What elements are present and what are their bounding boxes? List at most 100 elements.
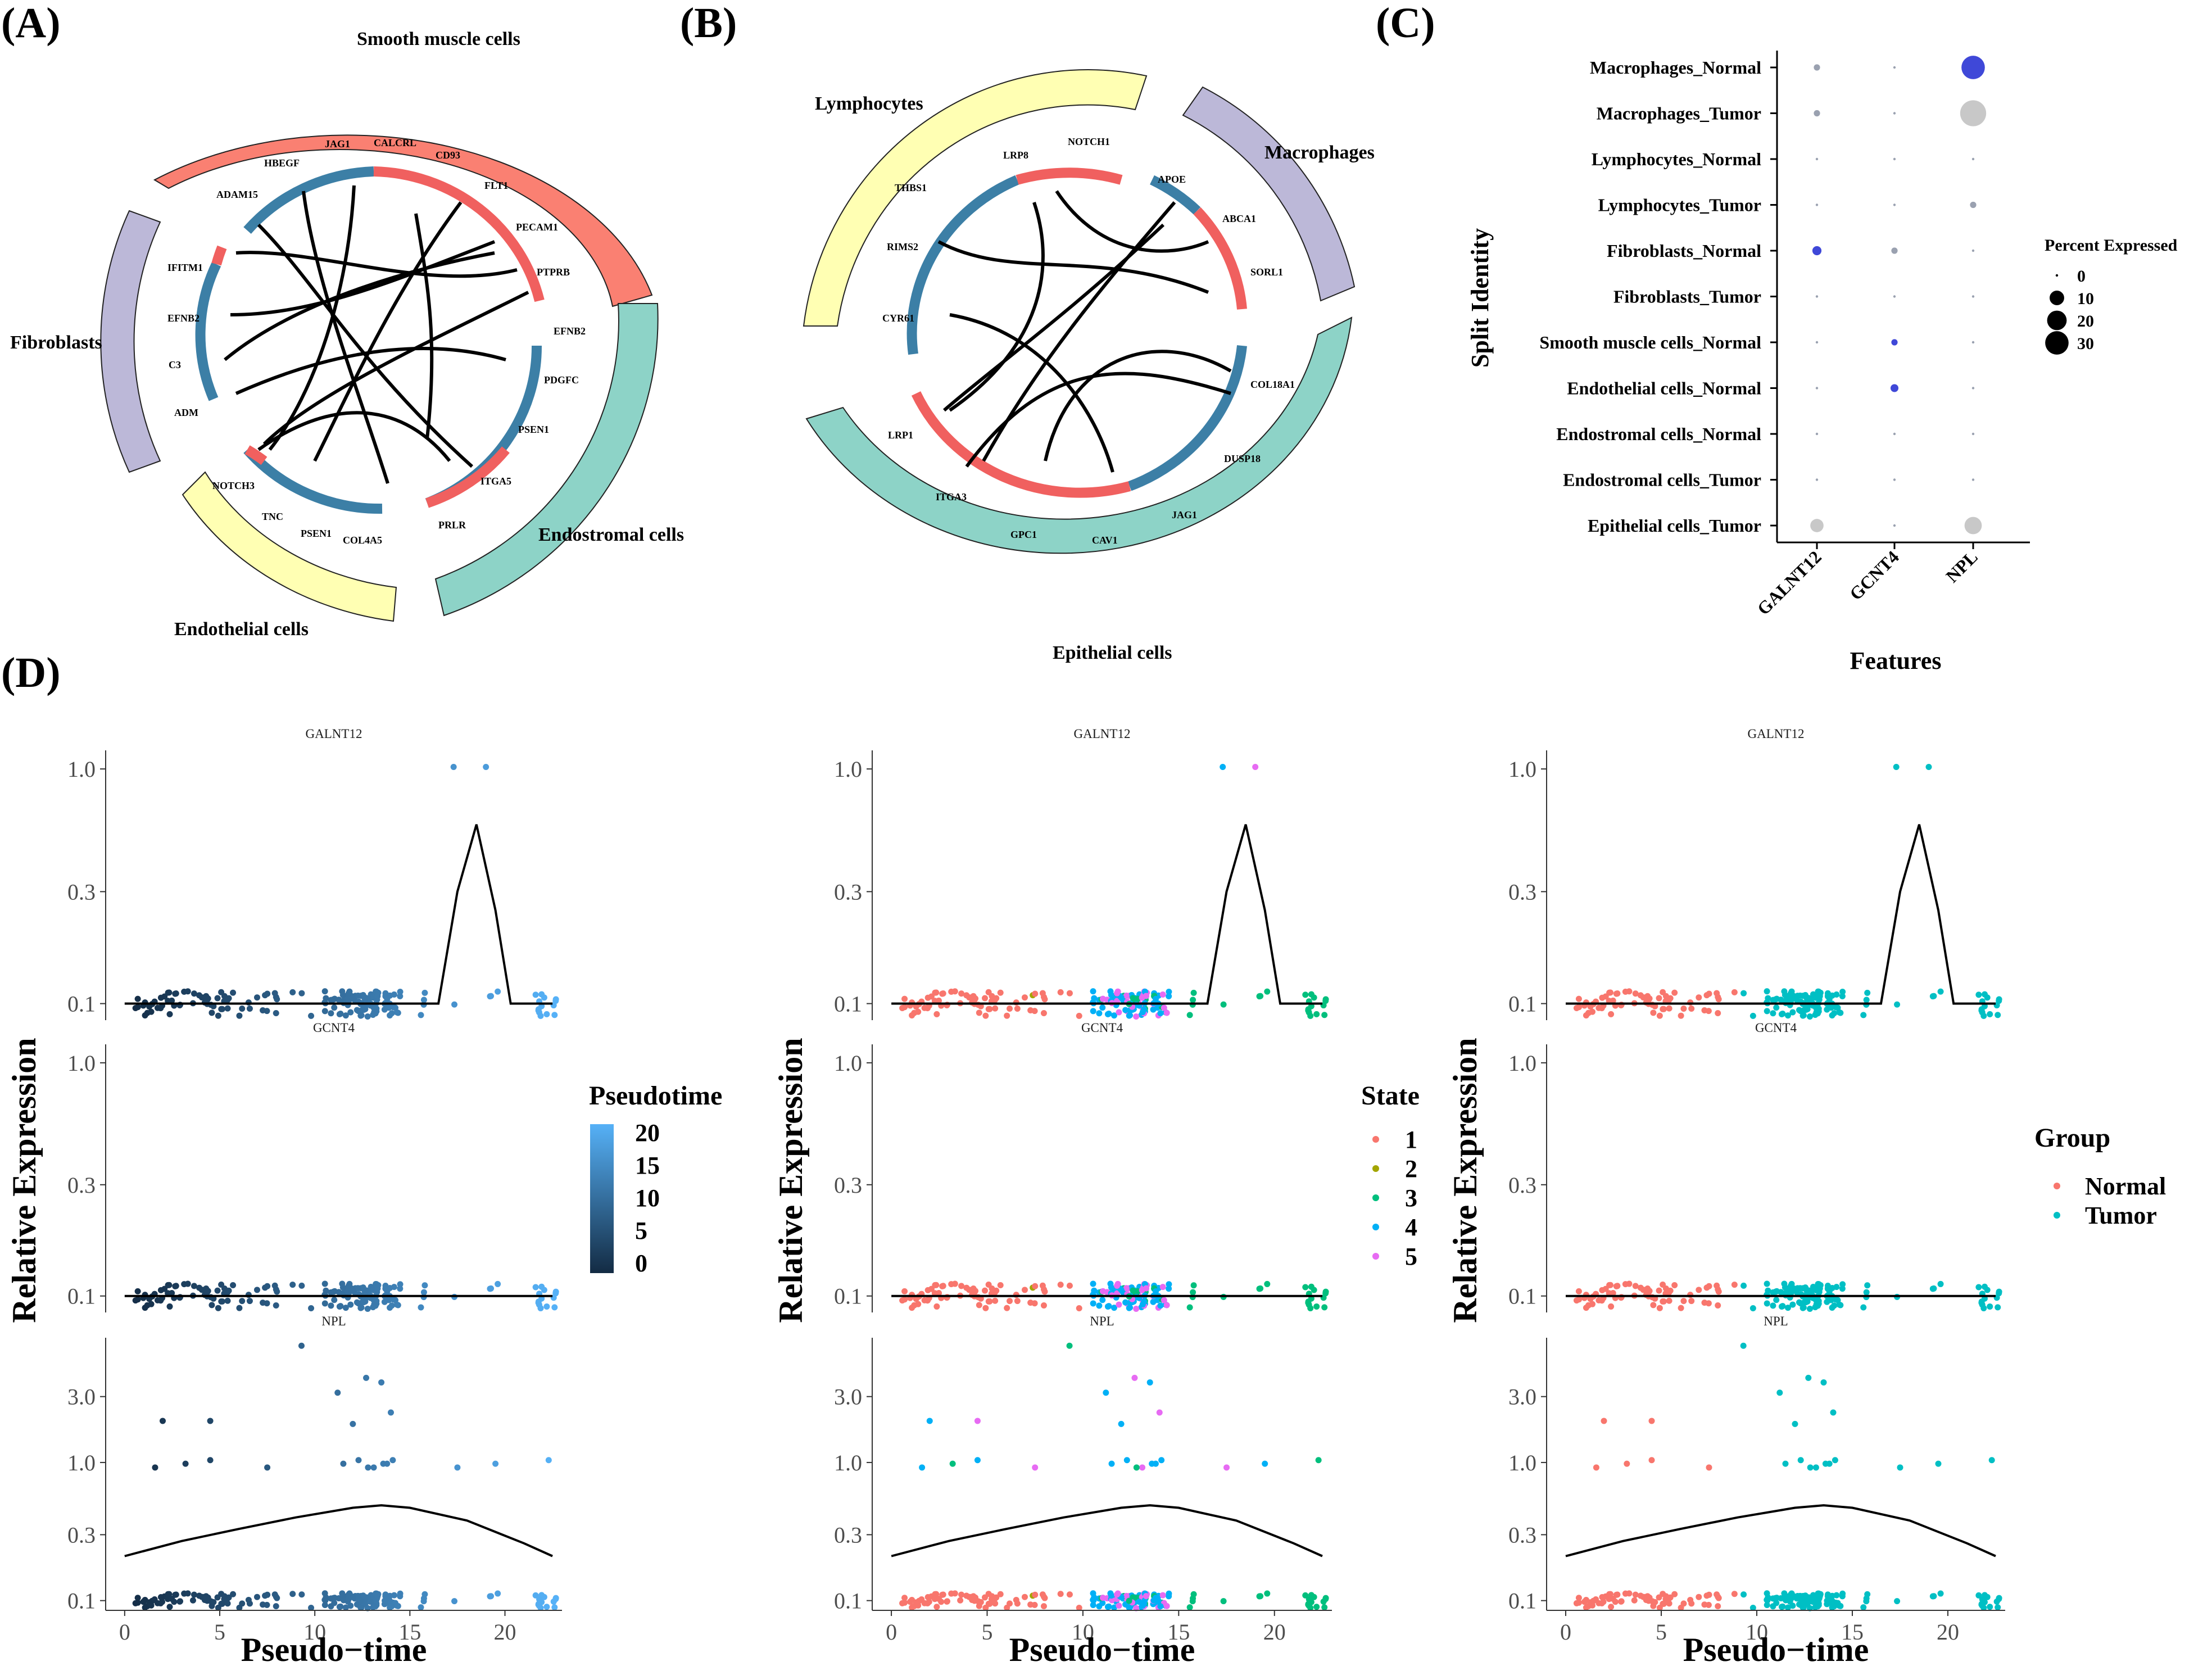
data-point	[1982, 991, 1988, 998]
x-axis-title: Features	[1850, 647, 1942, 674]
fit-line	[1565, 1504, 1996, 1558]
data-point	[264, 1591, 271, 1598]
data-point	[345, 1591, 352, 1598]
data-point	[1264, 1280, 1271, 1287]
data-point	[298, 1591, 305, 1598]
data-point	[395, 1602, 401, 1609]
data-point	[936, 1596, 942, 1602]
y-tick-label: 1.0	[67, 1450, 96, 1475]
data-point	[1166, 1590, 1172, 1597]
data-point	[1157, 1302, 1164, 1309]
data-point	[1133, 1605, 1140, 1611]
data-point	[1660, 1600, 1666, 1607]
data-point	[1797, 1457, 1804, 1464]
data-point	[1740, 990, 1747, 997]
data-point	[382, 1597, 388, 1604]
data-point	[148, 1301, 155, 1307]
data-point	[1149, 1460, 1155, 1467]
data-point	[214, 995, 221, 1002]
data-point	[221, 993, 228, 999]
data-point	[230, 1282, 237, 1288]
identity-tick-label: Endostromal cells_Tumor	[1563, 470, 1761, 490]
data-point	[1090, 1280, 1096, 1287]
gene-label: RIMS2	[887, 241, 918, 252]
data-point	[1308, 991, 1314, 998]
data-point	[924, 1593, 931, 1600]
data-point	[1099, 1297, 1106, 1303]
data-point	[274, 1288, 280, 1295]
dot-npl	[1960, 100, 1987, 126]
data-point	[1262, 1460, 1268, 1467]
data-point	[207, 1418, 214, 1424]
data-point	[492, 1460, 499, 1467]
data-point	[1575, 995, 1582, 1002]
data-point	[1782, 992, 1788, 998]
pseudotime-colorbar	[590, 1124, 614, 1273]
data-point	[1220, 1598, 1227, 1605]
data-point	[1599, 1287, 1606, 1293]
data-point	[391, 991, 397, 998]
data-point	[1614, 990, 1621, 997]
facet-title: NPL	[1090, 1314, 1114, 1328]
data-point	[1784, 1305, 1791, 1311]
data-point	[538, 991, 545, 998]
dot-npl	[1961, 56, 1985, 79]
data-point	[901, 1595, 908, 1601]
data-point	[971, 1289, 978, 1296]
data-point	[1864, 989, 1871, 996]
data-point	[1322, 998, 1329, 1004]
data-point	[363, 1374, 370, 1381]
data-point	[236, 1604, 243, 1611]
y-tick-label: 1.0	[67, 757, 96, 782]
facet-title: GCNT4	[1081, 1021, 1123, 1035]
data-point	[1680, 1298, 1687, 1305]
data-point	[1126, 1012, 1132, 1019]
data-point	[1656, 1305, 1663, 1311]
data-point	[1820, 1379, 1827, 1386]
data-point	[357, 1604, 364, 1611]
legend-group-key	[2054, 1183, 2060, 1189]
gene-label: DUSP18	[1224, 453, 1261, 464]
sector-label-smooth-muscle: Smooth muscle cells	[357, 29, 520, 49]
data-point	[362, 1288, 369, 1294]
data-point	[337, 1603, 344, 1610]
data-point	[1321, 1604, 1328, 1611]
x-tick-label: 5	[982, 1619, 993, 1645]
data-point	[331, 1297, 338, 1303]
panel-a-chord: HBEGF JAG1 CALCRL CD93 FLT1 PECAM1 PTPRB…	[10, 29, 684, 640]
data-point	[1979, 1301, 1986, 1308]
data-point	[1099, 1600, 1106, 1606]
data-point	[389, 1457, 396, 1464]
y-tick-label: 0.3	[1508, 1172, 1536, 1198]
data-point	[1701, 1601, 1708, 1608]
data-point	[974, 1457, 981, 1464]
data-point	[1190, 1289, 1196, 1296]
data-point	[420, 997, 427, 1003]
data-point	[1322, 1596, 1329, 1602]
panel-d-label: (D)	[1, 649, 61, 696]
identity-tick-label: Smooth muscle cells_Normal	[1539, 332, 1761, 352]
data-point	[1614, 1591, 1621, 1598]
legend-size-dot	[2047, 310, 2067, 331]
data-point	[1671, 1591, 1678, 1597]
gene-label: CALCRL	[374, 137, 416, 148]
data-point	[142, 1604, 148, 1611]
data-point	[230, 1591, 237, 1597]
data-point	[1256, 993, 1263, 1000]
data-point	[992, 1600, 999, 1607]
data-point	[1731, 989, 1738, 995]
data-point	[1839, 1285, 1846, 1292]
data-point	[1796, 1299, 1803, 1306]
data-point	[236, 1012, 243, 1019]
data-point	[985, 1600, 992, 1607]
data-point	[331, 1004, 338, 1011]
facet-title: GALNT12	[1074, 727, 1131, 741]
pseudotime-tick-label: 20	[635, 1119, 660, 1147]
data-point	[913, 1003, 919, 1010]
data-point	[1166, 1281, 1172, 1288]
data-point	[1706, 1464, 1712, 1471]
pseudotime-tick-label: 0	[635, 1250, 647, 1277]
data-point	[1671, 989, 1678, 996]
data-point	[1656, 1287, 1662, 1294]
data-point	[374, 1593, 381, 1600]
